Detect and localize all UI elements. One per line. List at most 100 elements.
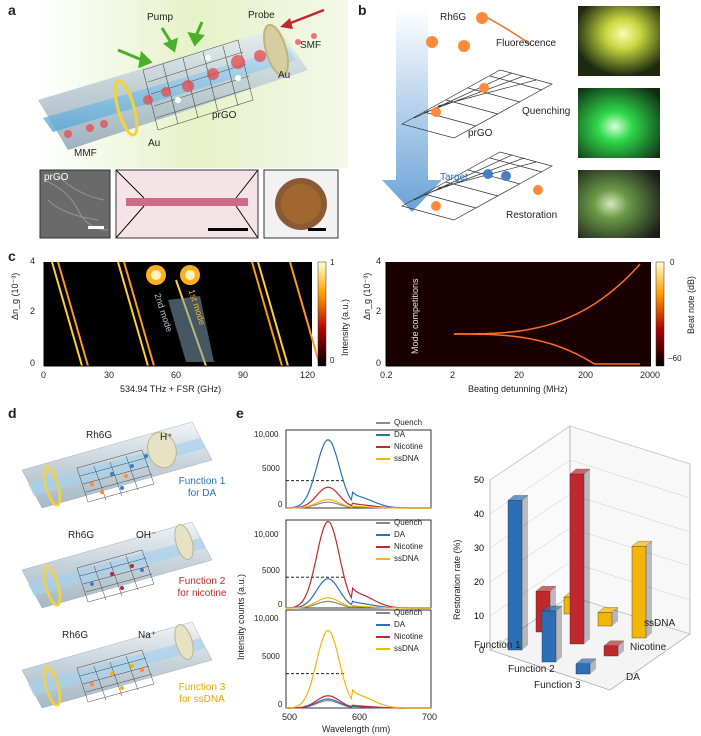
cL-cblabel: Intensity (a.u.): [340, 298, 350, 356]
mmf-label: MMF: [74, 148, 97, 159]
e2-ytick-5000: 5000: [262, 566, 280, 575]
e-xtick-700: 700: [422, 712, 438, 722]
cL-xtick-90: 90: [238, 370, 249, 380]
series-ssdna: [286, 629, 431, 709]
panel-c-right-chart: [385, 261, 665, 367]
cL-cbtick-0: 0: [330, 356, 335, 365]
cL-ytick-2: 2: [30, 306, 36, 316]
prgo-label-b: prGO: [468, 128, 493, 139]
e-xlabel: Wavelength (nm): [322, 724, 391, 734]
mode-streak: [289, 261, 321, 367]
d-func-2: Function 2: [178, 576, 226, 587]
cR-xtick-3: 200: [578, 370, 594, 380]
e3-ytick-10000: 10,000: [254, 614, 279, 623]
target-label: Target: [440, 172, 468, 183]
legend-swatch: [376, 521, 390, 524]
e2-ytick-0: 0: [278, 600, 283, 609]
pump-label: Pump: [147, 12, 174, 23]
e-xtick-600: 600: [352, 712, 368, 722]
mode-streak: [257, 261, 289, 367]
z-tick: 40: [474, 509, 484, 519]
cL-xtick-30: 30: [104, 370, 115, 380]
legend-label: ssDNA: [394, 454, 419, 463]
fluorescence-label: Fluorescence: [496, 38, 557, 49]
legend-swatch: [376, 557, 390, 560]
e1-ytick-5000: 5000: [262, 464, 280, 473]
d-func-3: Function 3: [178, 682, 226, 693]
beat-branch-lower: [454, 333, 640, 365]
legend-swatch: [376, 611, 390, 614]
legend-swatch: [376, 545, 390, 548]
cL-xtick-0: 0: [41, 370, 47, 380]
d-ion-1: H⁺: [160, 432, 173, 443]
mode-streak: [117, 261, 149, 367]
legend-item: Quench: [376, 418, 422, 427]
legend-item: DA: [376, 430, 405, 439]
d-func-1: Function 1: [178, 476, 226, 487]
d-ion-2: OH⁻: [136, 530, 157, 541]
mode-competitions-label: Mode competitions: [410, 278, 420, 354]
legend-swatch: [376, 635, 390, 638]
z-tick: 30: [474, 543, 484, 553]
legend-item: Nicotine: [376, 442, 423, 451]
mode-streak: [123, 261, 155, 367]
legend-swatch: [376, 623, 390, 626]
legend-item: Quench: [376, 608, 422, 617]
panel-label-c: c: [8, 248, 16, 264]
legend-item: Nicotine: [376, 542, 423, 551]
bar3d-ylabel: Restoration rate (%): [452, 539, 462, 620]
z-tick: 0: [479, 645, 484, 655]
legend-item: DA: [376, 620, 405, 629]
bar-function-3-da: [575, 658, 597, 675]
panel-e-spectra: [285, 429, 432, 709]
bar-function-1-da: [507, 495, 529, 651]
spectrum-panel-1: [285, 429, 432, 509]
mode-streak: [51, 261, 83, 367]
d-target-3: for ssDNA: [179, 694, 225, 705]
panel-b-figure: [382, 8, 553, 221]
legend-label: DA: [394, 430, 406, 439]
legend-label: Nicotine: [394, 442, 423, 451]
au-label-bottom: Au: [148, 138, 161, 149]
cR-xtick-1: 2: [450, 370, 456, 380]
e1-ytick-10000: 10,000: [254, 430, 279, 439]
bar-function-3-ssdna: [631, 540, 653, 639]
legend-swatch: [376, 533, 390, 536]
legend-swatch: [376, 457, 390, 460]
rh6g-label: Rh6G: [440, 12, 467, 23]
panel-e-bar3d: 50 40 30 20 10 0: [474, 425, 691, 691]
cL-xtick-60: 60: [171, 370, 182, 380]
bar-function-2-da: [541, 605, 563, 663]
d-rh6g-2: Rh6G: [68, 530, 95, 541]
inset-prgo-label: prGO: [44, 172, 69, 183]
cL-xtick-120: 120: [300, 370, 316, 380]
series-nicotine: [286, 520, 431, 609]
prgo-label: prGO: [212, 110, 237, 121]
e-xtick-500: 500: [282, 712, 298, 722]
mode-streak: [251, 261, 283, 367]
d-target-2: for nicotine: [177, 588, 227, 599]
bar3d-row-2: Function 2: [508, 664, 555, 675]
cR-ylabel: Δn_g (10⁻³): [362, 272, 372, 320]
cR-ytick-0: 0: [376, 358, 382, 368]
legend-item: Quench: [376, 518, 422, 527]
cR-ytick-2: 2: [376, 306, 382, 316]
legend-item: ssDNA: [376, 454, 419, 463]
legend-label: Nicotine: [394, 542, 423, 551]
probe-label: Probe: [248, 10, 275, 21]
legend-label: ssDNA: [394, 554, 419, 563]
panel-label-b: b: [358, 2, 367, 18]
bar-function-2-nicotine: [569, 468, 591, 645]
d-ion-3: Na⁺: [138, 630, 157, 641]
cR-ytick-4: 4: [376, 256, 382, 266]
cL-xlabel: 534.94 THz + FSR (GHz): [120, 384, 222, 394]
legend-swatch: [376, 647, 390, 650]
panel-label-a: a: [8, 2, 16, 18]
panel-d-figure: [22, 421, 213, 709]
series-ssdna: [286, 498, 431, 509]
d-rh6g-3: Rh6G: [62, 630, 89, 641]
bar-function-3-nicotine: [603, 640, 625, 657]
cL-ytick-0: 0: [30, 358, 36, 368]
cL-ylabel: Δn_g (10⁻³): [10, 272, 20, 320]
cR-cblabel: Beat note (dB): [686, 275, 696, 334]
